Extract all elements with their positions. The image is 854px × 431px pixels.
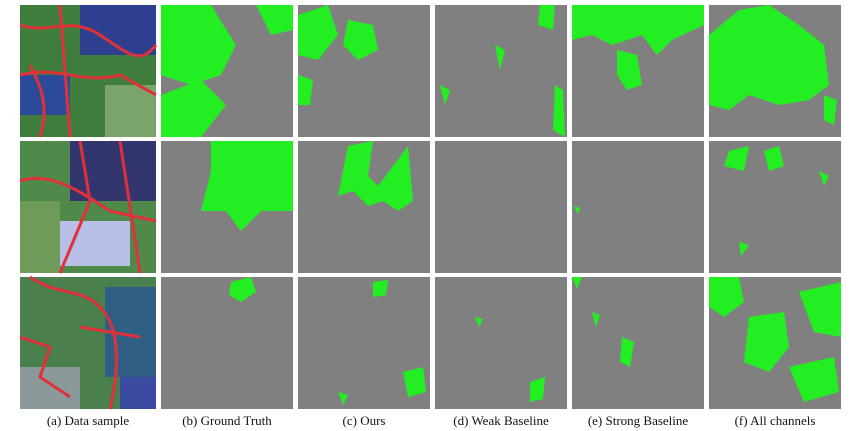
caption: (f) All channels	[735, 413, 816, 428]
figure: (a) Data sample (b) Ground Truth (c) Our…	[0, 0, 854, 431]
segment-region	[373, 280, 388, 297]
mask	[298, 277, 430, 409]
mask-background	[435, 277, 567, 409]
mask-background	[161, 277, 293, 409]
caption: (a) Data sample	[47, 413, 130, 428]
mask	[298, 141, 430, 273]
mask	[435, 277, 567, 409]
image-region	[20, 367, 80, 409]
mask	[572, 5, 704, 137]
caption: (e) Strong Baseline	[588, 413, 689, 428]
mask	[709, 277, 841, 409]
mask	[709, 5, 841, 137]
mask-background	[435, 141, 567, 273]
mask	[298, 5, 430, 137]
mask	[435, 141, 567, 273]
mask	[161, 277, 293, 409]
caption: (c) Ours	[343, 413, 386, 428]
sample-image	[20, 141, 156, 273]
mask	[572, 141, 704, 273]
mask-background	[572, 141, 704, 273]
caption: (b) Ground Truth	[182, 413, 272, 428]
sample-image	[20, 5, 156, 137]
sample-image	[20, 277, 156, 409]
mask	[572, 277, 704, 409]
image-region	[120, 377, 156, 409]
mask	[161, 141, 293, 273]
mask-background	[572, 277, 704, 409]
mask	[709, 141, 841, 273]
caption: (d) Weak Baseline	[453, 413, 549, 428]
mask	[161, 5, 293, 137]
image-region	[20, 201, 60, 273]
image-region	[105, 85, 156, 137]
image-region	[60, 221, 130, 266]
mask	[435, 5, 567, 137]
